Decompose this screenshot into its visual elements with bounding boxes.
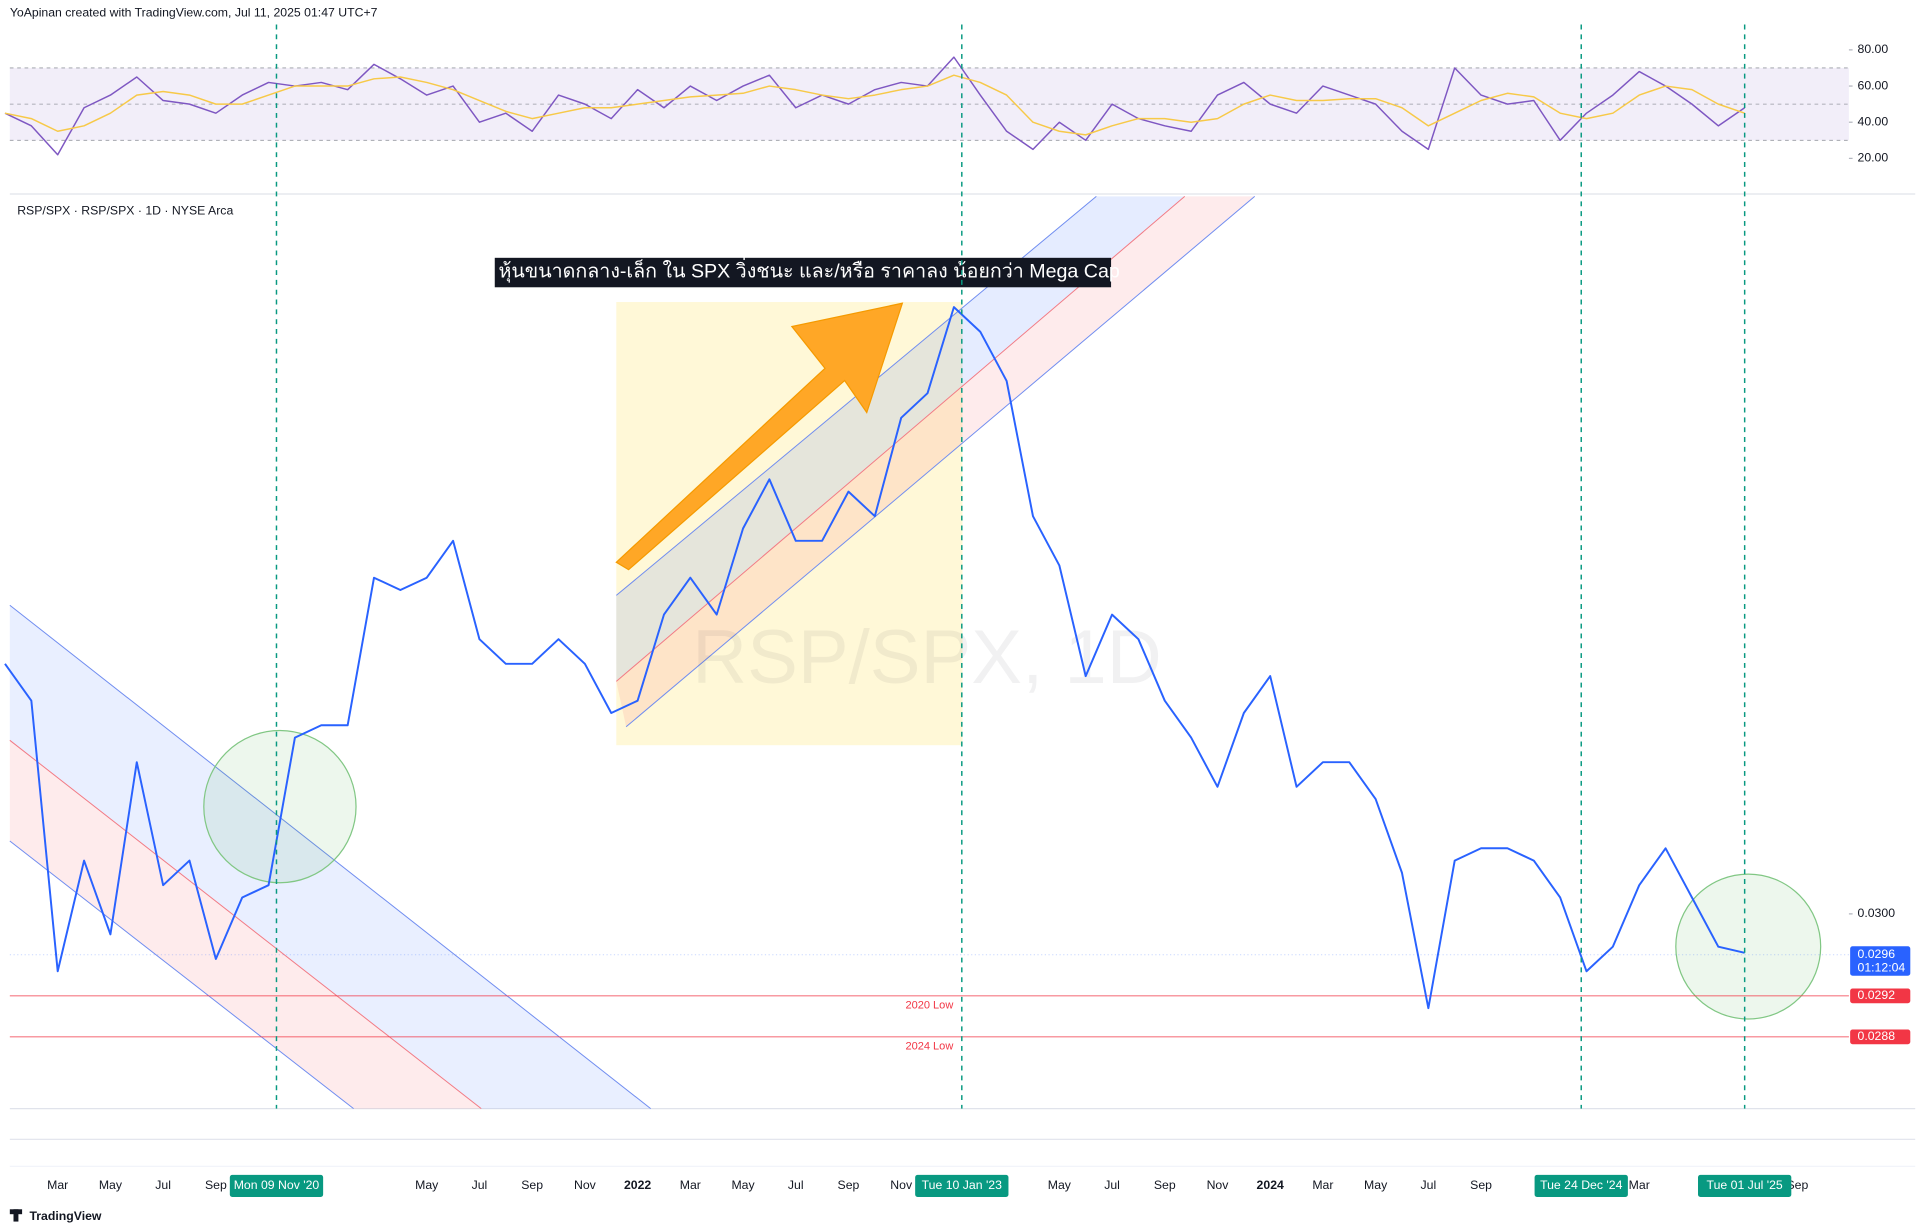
channel-line xyxy=(9,840,354,1110)
x-tick-label: Mar xyxy=(1629,1178,1650,1192)
logo xyxy=(13,1209,19,1222)
credit: YoApinan created with TradingView.com, J… xyxy=(10,6,378,20)
price-tag-label: 0.0288 xyxy=(1858,1029,1896,1043)
x-tick-label: May xyxy=(1364,1178,1388,1192)
x-tick-label: Sep xyxy=(521,1178,543,1192)
x-tick-label: Jul xyxy=(788,1178,804,1192)
level-name: 2024 Low xyxy=(905,1041,953,1053)
marker-tag xyxy=(1698,1174,1792,1198)
marker-tag xyxy=(1534,1174,1628,1198)
channel-fill xyxy=(616,196,1255,727)
x-tick-label: Jul xyxy=(1421,1178,1437,1192)
x-tick-label: Sep xyxy=(838,1178,860,1192)
marker-tag xyxy=(915,1174,1009,1198)
channel-line xyxy=(9,739,482,1110)
x-tick-label: May xyxy=(99,1178,123,1192)
x-tick-label: Jul xyxy=(1104,1178,1120,1192)
x-tick-label: 2024 xyxy=(1257,1178,1284,1192)
y-tick-label: 60.00 xyxy=(1858,78,1889,92)
x-tick-label: Sep xyxy=(1154,1178,1176,1192)
x-tick-label: May xyxy=(731,1178,755,1192)
price-tag xyxy=(1850,988,1911,1004)
x-tick-label: Jul xyxy=(155,1178,171,1192)
marker-label: Tue 24 Dec '24 xyxy=(1540,1178,1623,1192)
footer-brand: TradingView xyxy=(29,1209,101,1223)
marker-label: Tue 01 Jul '25 xyxy=(1707,1178,1783,1192)
countdown: 01:12:04 xyxy=(1858,961,1906,975)
x-tick-label: May xyxy=(1048,1178,1072,1192)
x-tick-label: Sep xyxy=(1786,1178,1808,1192)
price-tag xyxy=(1850,946,1911,976)
highlight-circle xyxy=(1675,873,1822,1020)
annotation-box xyxy=(494,257,1112,288)
x-tick-label: Mar xyxy=(680,1178,701,1192)
x-tick-label: Nov xyxy=(1207,1178,1230,1192)
series-line xyxy=(4,306,1745,1010)
x-tick-label: Sep xyxy=(205,1178,227,1192)
y-tick-label: 40.00 xyxy=(1858,114,1889,128)
price-tag-label: 0.0292 xyxy=(1858,988,1896,1002)
x-tick-label: Sep xyxy=(1470,1178,1492,1192)
marker-tag xyxy=(229,1174,324,1198)
y-tick-label: 0.0300 xyxy=(1858,906,1896,920)
symbol-legend: RSP/SPX · RSP/SPX · 1D · NYSE Arca xyxy=(17,203,233,217)
y-tick-label: 20.00 xyxy=(1858,151,1889,165)
series-line xyxy=(4,74,1745,136)
marker-label: Mon 09 Nov '20 xyxy=(234,1178,320,1192)
watermark: RSP/SPX, 1D xyxy=(692,615,1162,700)
highlight-circle xyxy=(203,729,357,884)
price-tag xyxy=(1850,1029,1911,1045)
marker-label: Tue 10 Jan '23 xyxy=(922,1178,1002,1192)
level-name: 2020 Low xyxy=(905,1000,953,1012)
channel-line xyxy=(9,604,651,1109)
arrow xyxy=(615,302,904,571)
x-tick-label: May xyxy=(415,1178,439,1192)
annotation: หุ้นขนาดกลาง-เล็ก ใน SPX วิ่งชนะ และ/หรื… xyxy=(498,258,1119,284)
channel-line xyxy=(625,196,1256,728)
x-tick-label: Nov xyxy=(574,1178,597,1192)
x-tick-label: Mar xyxy=(1312,1178,1333,1192)
x-tick-label: Nov xyxy=(890,1178,913,1192)
y-tick-label: 80.00 xyxy=(1858,42,1889,56)
x-tick-label: 2022 xyxy=(624,1178,651,1192)
x-tick-label: Mar xyxy=(47,1178,68,1192)
price-tag-label: 0.0296 xyxy=(1858,947,1896,961)
x-tick-label: Jul xyxy=(472,1178,488,1192)
